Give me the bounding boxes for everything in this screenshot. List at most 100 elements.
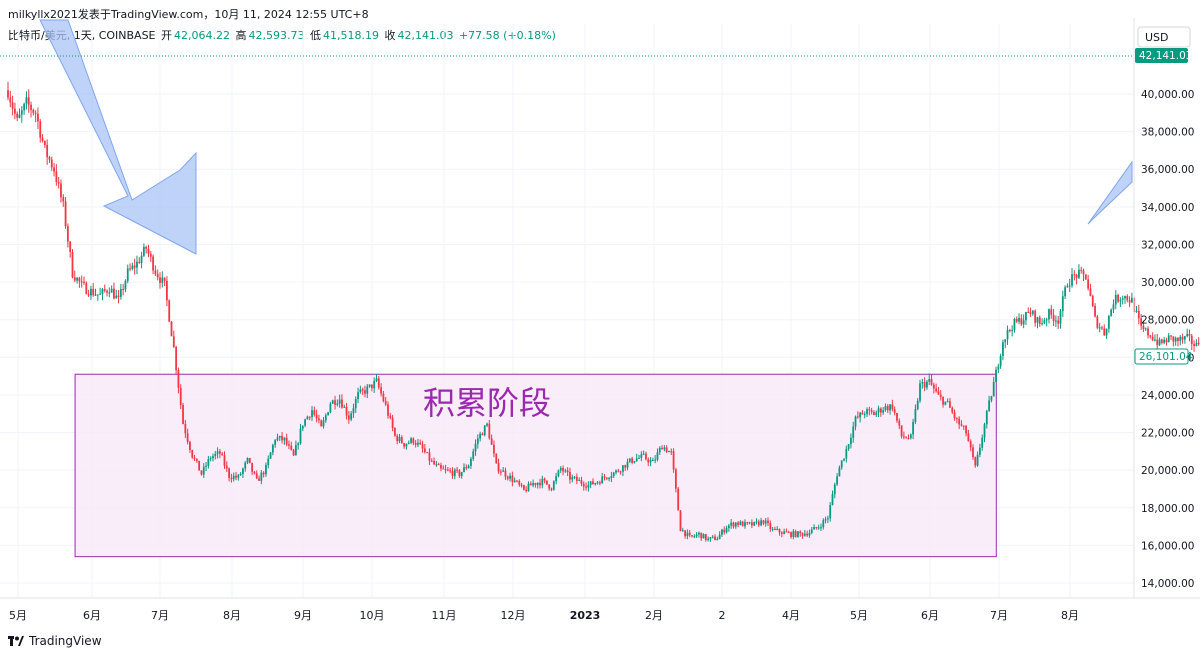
- candle-body: [1101, 327, 1103, 329]
- candle-body: [686, 532, 689, 537]
- candle-body: [985, 410, 988, 425]
- candle-body: [255, 473, 258, 479]
- candle-body: [315, 414, 318, 419]
- accumulation-zone[interactable]: [74, 373, 997, 558]
- candle-body: [806, 533, 809, 536]
- price-axis[interactable]: 14,000.00 16,000.00 18,000.00 20,000.00 22,0…: [0, 18, 1200, 599]
- candle-body: [1107, 315, 1110, 329]
- candle-body: [870, 410, 873, 412]
- candle-body: [62, 197, 65, 202]
- candle-body: [324, 415, 327, 421]
- candle-body: [868, 409, 871, 411]
- candle-body: [1110, 309, 1113, 316]
- tradingview-logo[interactable]: TradingView: [8, 634, 102, 648]
- candle-body: [909, 434, 912, 439]
- candle-body: [1004, 339, 1007, 343]
- candle-body: [981, 437, 984, 448]
- candle-body: [1130, 297, 1133, 303]
- candle-body: [559, 467, 562, 471]
- candle-body: [1181, 336, 1184, 340]
- candles: [7, 81, 1200, 542]
- candle-body: [1142, 325, 1145, 330]
- candle-body: [1177, 337, 1179, 341]
- candle-body: [983, 424, 986, 438]
- candle-body: [341, 399, 343, 408]
- candle-body: [265, 464, 267, 475]
- arrow-down-icon[interactable]: [39, 19, 197, 255]
- candle-body: [1066, 286, 1069, 288]
- candle-body: [417, 442, 419, 445]
- candle-body: [550, 488, 553, 490]
- candle-body: [1188, 333, 1191, 336]
- candle-body: [525, 489, 528, 492]
- candle-body: [810, 529, 813, 533]
- candle-body: [916, 400, 919, 410]
- candle-body: [1082, 270, 1085, 275]
- candle-body: [847, 444, 850, 449]
- candle-body: [642, 453, 645, 455]
- candle-body: [843, 458, 845, 461]
- candle-body: [166, 280, 168, 301]
- candle-body: [635, 458, 638, 462]
- time-tick-label: 6月: [921, 609, 939, 622]
- candle-body: [175, 346, 178, 371]
- time-axis[interactable]: 5月 6月 7月 8月 9月 10月 11月 12月 2023 2月 2 4月 5月 6月 7月 8月: [9, 609, 1079, 622]
- candle-body: [269, 452, 272, 459]
- candle-body: [603, 476, 606, 478]
- candle-body: [826, 518, 829, 520]
- candle-body: [875, 412, 878, 415]
- candle-body: [651, 460, 654, 462]
- candle-body: [688, 532, 691, 536]
- candle-body: [228, 468, 230, 478]
- candle-body: [861, 412, 864, 415]
- candle-body: [776, 528, 779, 530]
- last-price-badge: 42,141.03: [1135, 48, 1192, 63]
- candle-body: [156, 274, 159, 278]
- currency-box[interactable]: USD: [1137, 26, 1191, 48]
- candle-body: [179, 387, 182, 405]
- candle-body: [942, 396, 944, 405]
- candle-body: [290, 445, 293, 450]
- candle-body: [744, 522, 746, 527]
- price-tick-label: 14,000.00: [1141, 578, 1194, 590]
- candle-body: [177, 370, 180, 388]
- candle-body: [1172, 336, 1175, 342]
- candle-body: [278, 435, 281, 438]
- candle-body: [119, 289, 122, 297]
- candle-body: [1041, 323, 1043, 325]
- candle-body: [907, 438, 910, 440]
- candle-body: [34, 112, 37, 114]
- candle-body: [1059, 311, 1062, 324]
- candle-body: [516, 480, 518, 482]
- candle-body: [1080, 269, 1083, 271]
- candle-body: [995, 369, 997, 382]
- candle-body: [18, 114, 21, 118]
- time-tick-label: 8月: [223, 609, 241, 622]
- candle-body: [483, 425, 486, 436]
- candle-body: [976, 454, 979, 466]
- candle-body: [1126, 296, 1129, 301]
- arrow-up-icon[interactable]: [1087, 160, 1133, 225]
- candle-body: [518, 481, 521, 485]
- candle-body: [649, 460, 652, 463]
- time-tick-label: 7月: [990, 609, 1008, 622]
- candle-body: [1098, 327, 1101, 329]
- candle-body: [350, 413, 353, 420]
- candle-body: [856, 416, 859, 418]
- candle-body: [780, 532, 783, 534]
- time-tick-label: 2月: [645, 609, 663, 622]
- candle-body: [117, 295, 120, 297]
- candle-body: [258, 478, 260, 481]
- candle-body: [801, 533, 804, 536]
- candle-body: [700, 532, 703, 539]
- candle-body: [331, 400, 334, 404]
- candle-body: [202, 466, 205, 475]
- time-tick-label: 9月: [294, 609, 312, 622]
- candle-body: [463, 467, 465, 473]
- low-value: 41,518.19: [322, 29, 379, 42]
- candle-body: [329, 403, 332, 413]
- candle-body: [799, 531, 802, 534]
- candle-body: [902, 436, 905, 438]
- candle-body: [64, 201, 67, 227]
